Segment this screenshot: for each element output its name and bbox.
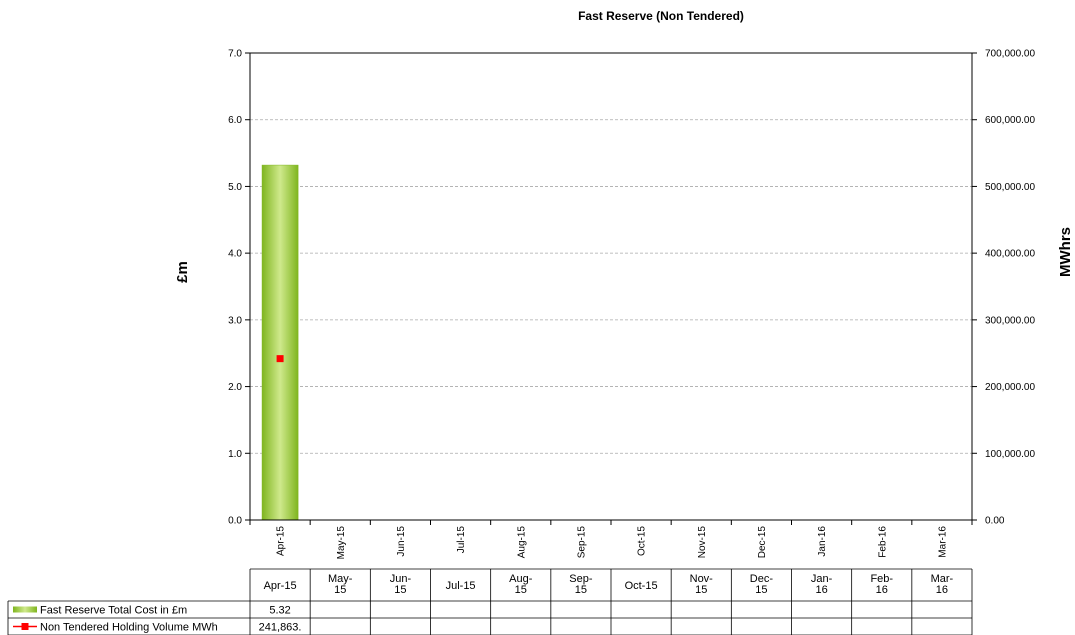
y-tick-label: 6.0: [228, 115, 242, 126]
table-header-cell: Jan-: [811, 573, 833, 585]
table-header-cell: Sep-: [569, 573, 593, 585]
x-tick-label: Mar-16: [937, 526, 948, 558]
table-header-cell: 15: [575, 584, 587, 596]
y-tick-label: 0.0: [228, 516, 242, 527]
table-header-cell: Jul-15: [446, 580, 476, 592]
bar: [261, 164, 299, 521]
y-axis-title: £m: [174, 261, 191, 283]
x-tick-label: Feb-16: [877, 526, 888, 558]
table-header-cell: Aug-: [509, 573, 533, 585]
table-header-cell: 16: [876, 584, 888, 596]
table-header-cell: Apr-15: [264, 580, 297, 592]
legend-label: Fast Reserve Total Cost in £m: [40, 605, 187, 617]
x-tick-label: Sep-15: [576, 526, 587, 559]
data-point: [276, 355, 284, 363]
y-tick-label: 1.0: [228, 449, 242, 460]
y2-tick-label: 700,000.00: [985, 49, 1035, 60]
y2-tick-label: 200,000.00: [985, 382, 1035, 393]
y2-tick-label: 500,000.00: [985, 182, 1035, 193]
table-header-cell: Nov-: [690, 573, 714, 585]
x-tick-label: Dec-15: [757, 526, 768, 559]
x-tick-label: Jan-16: [817, 526, 828, 557]
x-tick-label: Nov-15: [697, 526, 708, 559]
chart-title: Fast Reserve (Non Tendered): [578, 9, 744, 23]
table-header-cell: 15: [695, 584, 707, 596]
x-tick-label: Apr-15: [276, 526, 287, 556]
plot-area-border: [249, 52, 973, 521]
table-header-cell: Feb-: [870, 573, 893, 585]
legend-key-marker: [21, 623, 29, 630]
legend-key-bar: [13, 606, 37, 613]
x-tick-label: Jun-15: [396, 526, 407, 557]
y2-tick-label: 400,000.00: [985, 249, 1035, 260]
table-header-cell: Oct-15: [625, 580, 658, 592]
y2-tick-label: 100,000.00: [985, 449, 1035, 460]
y-tick-label: 7.0: [228, 49, 242, 60]
x-tick-label: Jul-15: [456, 526, 467, 554]
table-header-cell: 16: [936, 584, 948, 596]
table-header-cell: 15: [394, 584, 406, 596]
table-header-cell: Mar-: [931, 573, 954, 585]
table-value-cell: 5.32: [269, 605, 290, 617]
y2-tick-label: 600,000.00: [985, 115, 1035, 126]
y-tick-label: 3.0: [228, 315, 242, 326]
y2-axis-title: MWhrs: [1057, 227, 1074, 277]
x-tick-label: Oct-15: [637, 526, 648, 556]
table-header-cell: 16: [815, 584, 827, 596]
y-tick-label: 4.0: [228, 249, 242, 260]
table-header-cell: 15: [334, 584, 346, 596]
table-header-cell: May-: [328, 573, 353, 585]
legend-label: Non Tendered Holding Volume MWh: [40, 622, 218, 634]
table-header-cell: Jun-: [390, 573, 412, 585]
y-tick-label: 5.0: [228, 182, 242, 193]
table-header-cell: 15: [515, 584, 527, 596]
table-header-cell: 15: [755, 584, 767, 596]
table-header-cell: Dec-: [750, 573, 774, 585]
y2-tick-label: 0.00: [985, 516, 1005, 527]
table-value-cell: 241,863.: [259, 622, 302, 634]
y-tick-label: 2.0: [228, 382, 242, 393]
y2-tick-label: 300,000.00: [985, 315, 1035, 326]
x-tick-label: May-15: [336, 526, 347, 560]
x-tick-label: Aug-15: [516, 526, 527, 559]
